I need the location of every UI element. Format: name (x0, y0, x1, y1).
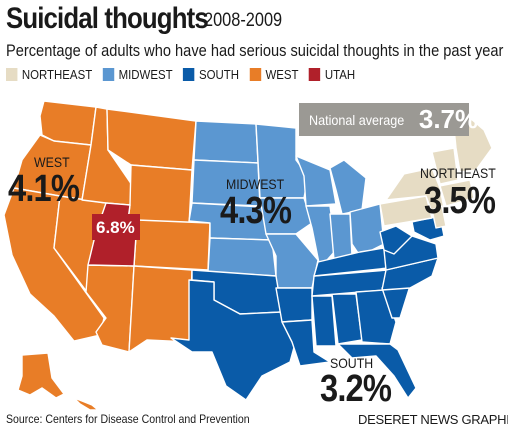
national-average-value: 3.7% (418, 104, 479, 134)
legend-swatch (183, 67, 195, 81)
legend-swatch (102, 67, 115, 81)
legend-item-west: WEST (249, 66, 299, 82)
northeast-value: 3.5% (424, 180, 496, 222)
page-title: Suicidal thoughts (6, 2, 209, 35)
northeast-region (379, 117, 493, 229)
midwest-value: 4.3% (220, 190, 292, 232)
georgia (355, 289, 397, 345)
midwest-label: MIDWEST (226, 176, 285, 192)
kansas (207, 237, 277, 277)
louisiana (281, 319, 331, 367)
florida (337, 343, 417, 399)
northeast-label: NORTHEAST (420, 165, 496, 181)
vermont-new-hampshire (431, 147, 459, 185)
west-value: 4.1% (8, 168, 80, 210)
new-jersey (431, 205, 447, 229)
south-value: 3.2% (320, 368, 392, 410)
credit-line: DESERET NEWS GRAPHIC (358, 412, 508, 427)
south-label: SOUTH (330, 355, 374, 371)
texas (170, 279, 297, 401)
legend-label: SOUTH (199, 66, 240, 82)
pennsylvania (379, 195, 433, 227)
legend-label: UTAH (324, 66, 356, 82)
legend-label: NORTHEAST (21, 66, 93, 82)
legend-swatch (249, 67, 262, 81)
colorado (133, 219, 211, 271)
arkansas (275, 287, 313, 323)
legend-swatch (6, 67, 18, 81)
west-virginia (379, 225, 413, 255)
legend: NORTHEAST MIDWEST SOUTH WEST UTAH (6, 65, 366, 83)
south-dakota (191, 159, 261, 207)
new-england-south (439, 179, 475, 207)
new-york (385, 167, 445, 213)
hawaii (73, 397, 99, 411)
legend-swatch (309, 67, 321, 81)
source-note: Source: Centers for Disease Control and … (6, 412, 250, 426)
national-average-label: National average (309, 111, 405, 128)
west-region (3, 100, 211, 411)
mississippi (311, 295, 337, 347)
indiana (329, 213, 353, 261)
wisconsin (295, 155, 337, 207)
legend-item-northeast: NORTHEAST (6, 67, 92, 82)
legend-item-south: SOUTH (183, 67, 239, 82)
national-average-box: National average 3.7% (299, 103, 478, 136)
alaska (17, 352, 65, 399)
legend-label: MIDWEST (118, 66, 173, 82)
montana (106, 108, 197, 171)
utah-value: 6.8% (96, 218, 135, 237)
iowa (259, 197, 313, 235)
legend-label: WEST (265, 66, 299, 82)
date-range: 2008-2009 (204, 10, 283, 31)
legend-item-midwest: MIDWEST (102, 66, 173, 82)
utah-label-box (92, 214, 140, 240)
legend-item-utah: UTAH (309, 67, 355, 82)
michigan (329, 159, 367, 215)
new-mexico (128, 265, 193, 353)
west-label: WEST (34, 154, 70, 170)
north-dakota (193, 120, 259, 164)
page-subtitle: Percentage of adults who have had seriou… (6, 41, 504, 60)
south-region (170, 215, 445, 401)
